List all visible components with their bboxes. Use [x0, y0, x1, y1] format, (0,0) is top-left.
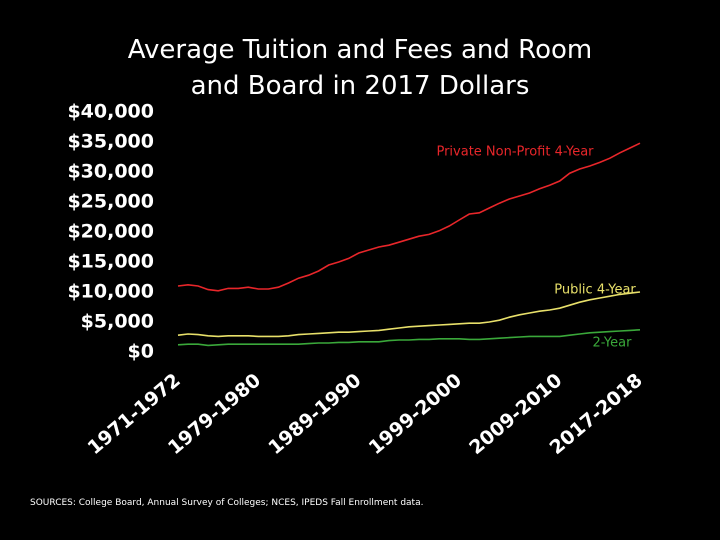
series-label: Public 4-Year	[554, 283, 636, 298]
series-line	[177, 291, 641, 338]
y-tick-label: $5,000	[81, 311, 154, 333]
chart-title: Average Tuition and Fees and Room and Bo…	[127, 35, 593, 101]
series-label: 2-Year	[593, 336, 633, 351]
series-label: Private Non-Profit 4-Year	[436, 145, 594, 160]
series-line	[177, 329, 641, 347]
y-tick-label: $35,000	[67, 131, 154, 153]
y-tick-label: $25,000	[67, 191, 154, 213]
y-tick-label: $40,000	[67, 101, 154, 123]
y-tick-label: $20,000	[67, 221, 154, 243]
source-note: SOURCES: College Board, Annual Survey of…	[30, 498, 424, 508]
y-tick-label: $30,000	[67, 161, 154, 183]
x-tick-label: 1989-1990	[264, 369, 365, 459]
y-tick-label: $10,000	[67, 281, 154, 303]
y-tick-label: $15,000	[67, 251, 154, 273]
series-line	[177, 142, 641, 292]
x-tick-label: 1999-2000	[365, 369, 466, 459]
y-tick-label: $0	[128, 341, 154, 363]
